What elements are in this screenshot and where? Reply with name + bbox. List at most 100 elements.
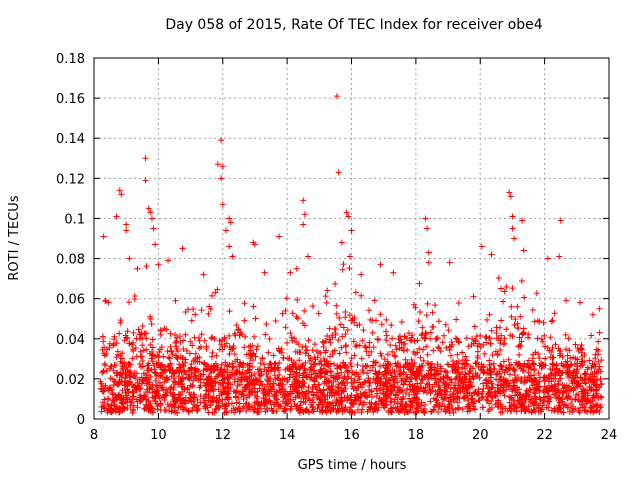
data-point (288, 403, 295, 410)
data-point (290, 396, 297, 403)
data-point (209, 292, 216, 299)
data-point (251, 333, 258, 340)
data-point (272, 395, 279, 402)
data-point (215, 371, 222, 378)
x-tick-label: 20 (472, 428, 489, 443)
data-point (516, 392, 523, 399)
data-point (287, 383, 294, 390)
data-point (137, 331, 144, 338)
data-point (213, 399, 220, 406)
data-point (225, 385, 232, 392)
data-point (132, 374, 139, 381)
data-point (172, 352, 179, 359)
data-point (549, 317, 556, 324)
data-point (241, 300, 248, 307)
data-point (411, 301, 418, 308)
data-point (351, 352, 358, 359)
data-point (209, 386, 216, 393)
data-point (416, 345, 423, 352)
data-point (244, 367, 251, 374)
data-point (539, 361, 546, 368)
data-point (367, 403, 374, 410)
data-point (339, 266, 346, 273)
data-point (115, 392, 122, 399)
data-point (266, 360, 273, 367)
data-point (494, 351, 501, 358)
data-point (589, 394, 596, 401)
data-point (342, 331, 349, 338)
data-point (294, 387, 301, 394)
data-point (100, 233, 107, 240)
data-point (441, 403, 448, 410)
data-point (317, 373, 324, 380)
data-point (511, 321, 518, 328)
data-point (201, 337, 208, 344)
data-point (534, 317, 541, 324)
data-point (147, 341, 154, 348)
data-point (140, 370, 147, 377)
data-point (162, 363, 169, 370)
data-point (459, 349, 466, 356)
data-point (370, 358, 377, 365)
data-point (169, 351, 176, 358)
data-point (157, 400, 164, 407)
data-point (133, 370, 140, 377)
data-point (429, 309, 436, 316)
data-point (197, 371, 204, 378)
data-point (273, 399, 280, 406)
data-point (154, 403, 161, 410)
data-point (348, 355, 355, 362)
data-point (483, 377, 490, 384)
data-point (417, 354, 424, 361)
data-point (287, 269, 294, 276)
data-point (241, 373, 248, 380)
data-point (190, 394, 197, 401)
data-point (446, 407, 453, 414)
data-point (533, 290, 540, 297)
data-point (97, 378, 104, 385)
data-point (353, 342, 360, 349)
data-point (433, 335, 440, 342)
data-point (559, 362, 566, 369)
data-point (286, 366, 293, 373)
y-tick-label: 0.18 (56, 52, 85, 67)
data-point (174, 409, 181, 416)
data-point (446, 259, 453, 266)
data-point (525, 369, 532, 376)
data-point (177, 367, 184, 374)
data-point (222, 227, 229, 234)
data-point (121, 337, 128, 344)
data-point (99, 369, 106, 376)
x-tick-label: 10 (150, 428, 167, 443)
data-point (127, 361, 134, 368)
data-point (246, 382, 253, 389)
data-point (402, 390, 409, 396)
data-point (522, 390, 529, 397)
data-point (377, 350, 384, 357)
data-point (383, 337, 390, 344)
data-point (327, 408, 334, 415)
data-point (481, 350, 488, 357)
data-point (266, 335, 273, 342)
data-point (459, 406, 466, 413)
data-point (563, 297, 570, 304)
data-point (402, 356, 409, 363)
data-point (186, 389, 193, 396)
data-point (414, 405, 421, 412)
data-point (424, 225, 431, 232)
data-point (224, 363, 231, 370)
data-point (432, 396, 439, 403)
data-point (100, 338, 107, 345)
data-point (332, 280, 339, 287)
data-point (396, 367, 403, 374)
data-point (276, 371, 283, 378)
data-point (596, 329, 603, 336)
data-point (165, 257, 172, 264)
data-point (203, 366, 210, 373)
data-point (461, 373, 468, 380)
data-point (174, 348, 181, 355)
data-point (514, 303, 521, 310)
data-point (567, 400, 574, 407)
data-point (188, 317, 195, 324)
data-point (109, 407, 116, 414)
